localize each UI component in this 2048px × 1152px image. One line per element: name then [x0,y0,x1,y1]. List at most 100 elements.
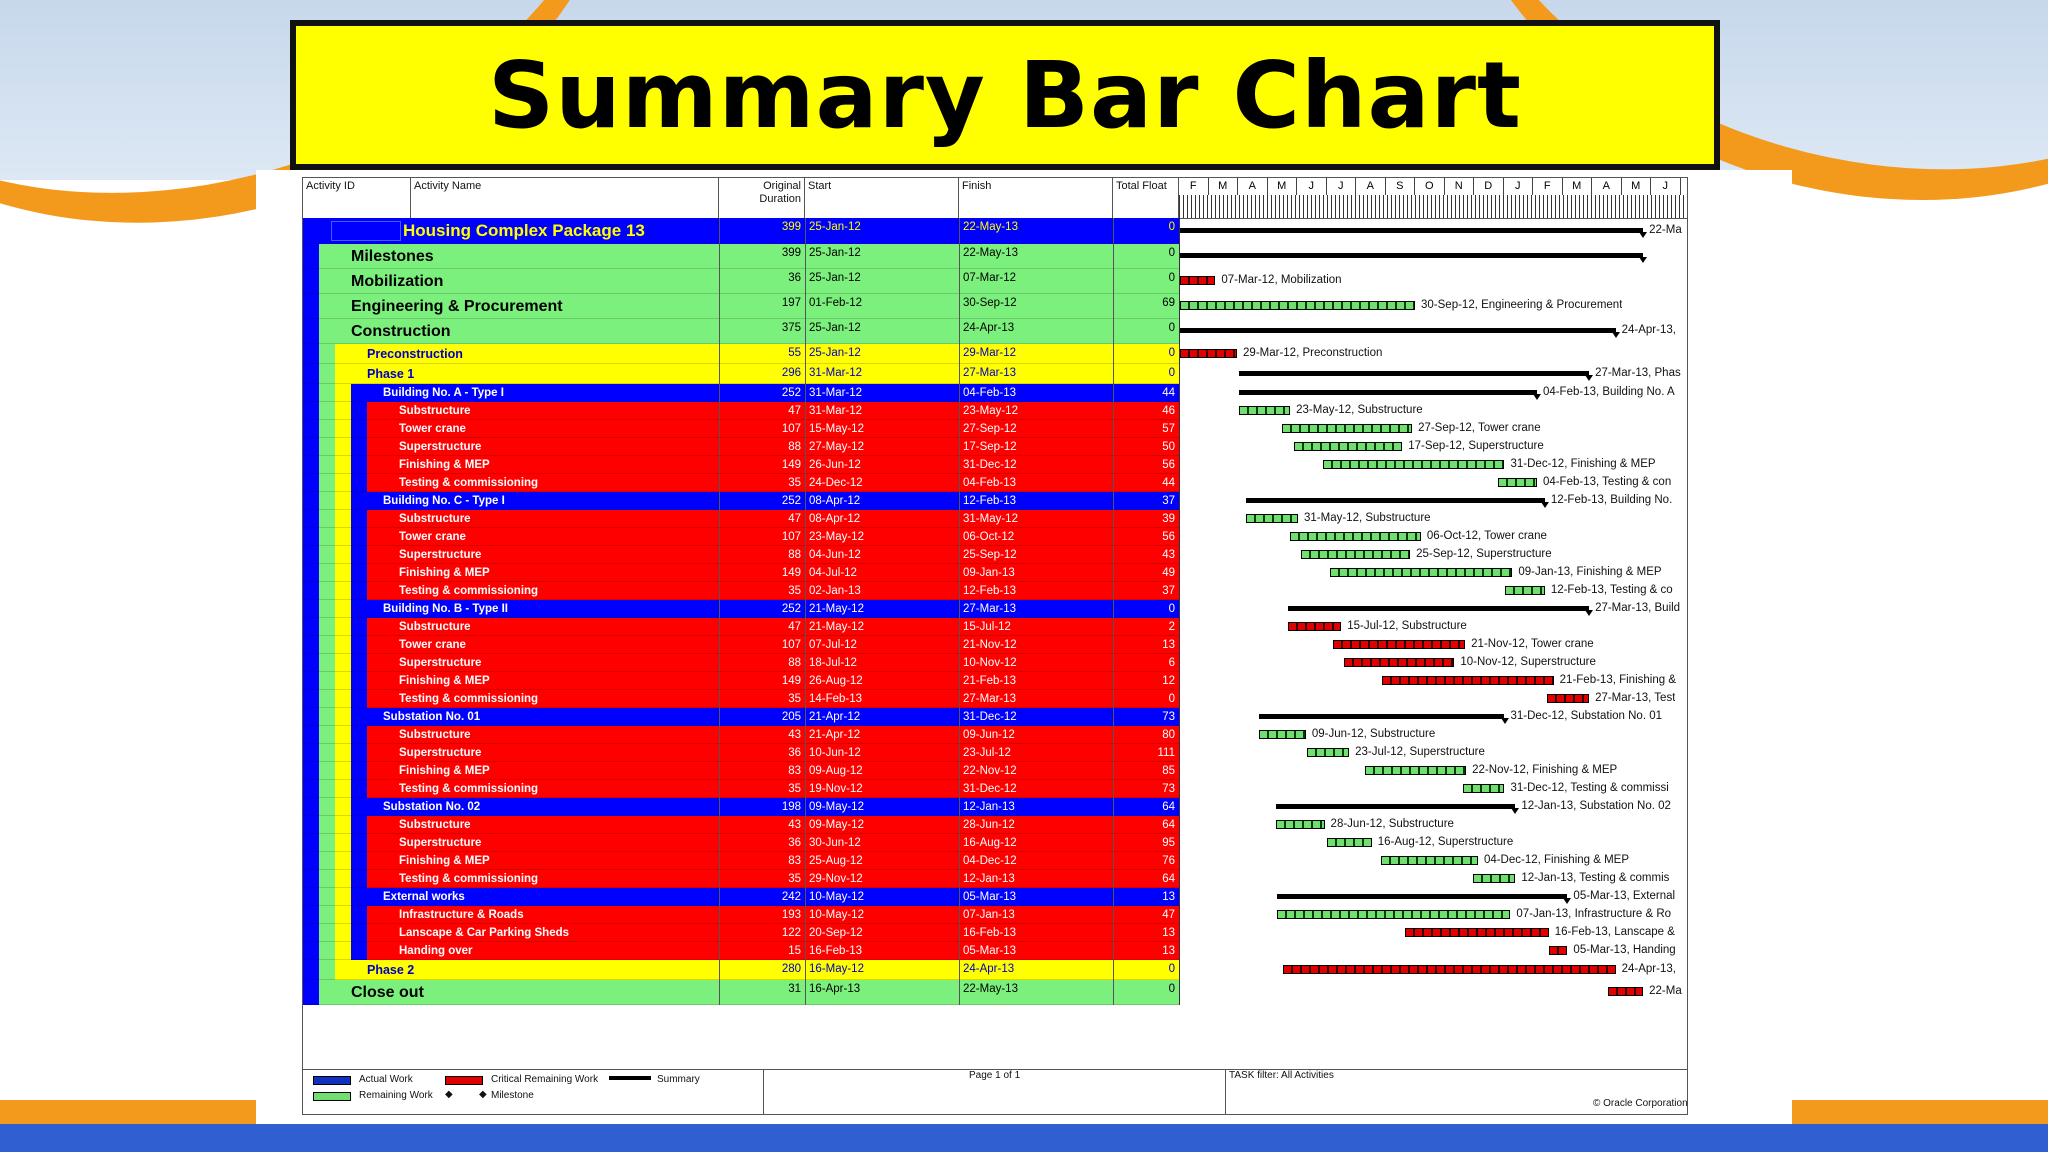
activity-row[interactable]: Finishing & MEP 149 26-Aug-12 21-Feb-13 12 [303,672,1179,690]
activity-row[interactable]: Superstructure 88 04-Jun-12 25-Sep-12 43 [303,546,1179,564]
activity-bar[interactable] [1505,586,1545,595]
activity-row[interactable]: Tower crane 107 07-Jul-12 21-Nov-12 13 [303,636,1179,654]
activity-bar[interactable] [1548,946,1568,955]
summary-bar[interactable] [1258,714,1505,719]
bar-label: 12-Jan-13, Substation No. 02 [1521,800,1671,812]
activity-row[interactable]: Handing over 15 16-Feb-13 05-Mar-13 13 [303,942,1179,960]
activity-bar[interactable] [1473,874,1516,883]
activity-row[interactable]: Close out 31 16-Apr-13 22-May-13 0 [303,980,1179,1005]
activity-row[interactable]: Testing & commissioning 35 14-Feb-13 27-Mar… [303,690,1179,708]
activity-row[interactable]: Finishing & MEP 149 26-Jun-12 31-Dec-12 56 [303,456,1179,474]
activity-bar[interactable] [1290,532,1421,541]
activity-row[interactable]: Building No. C - Type I 252 08-Apr-12 12-Fe… [303,492,1179,510]
activity-bar[interactable] [1322,460,1505,469]
summary-bar[interactable] [1180,253,1644,258]
col-finish[interactable]: Finish [959,178,1113,218]
activity-row[interactable]: Tower crane 107 23-May-12 06-Oct-12 56 [303,528,1179,546]
activity-row[interactable]: Preconstruction 55 25-Jan-12 29-Mar-12 0 [303,344,1179,364]
activity-row[interactable]: Finishing & MEP 83 09-Aug-12 22-Nov-12 85 [303,762,1179,780]
col-duration[interactable]: Original Duration [719,178,805,218]
activity-bar[interactable] [1276,820,1325,829]
activity-bar[interactable] [1180,349,1238,358]
summary-bar[interactable] [1239,371,1590,376]
activity-row[interactable]: Housing Complex Package 13 399 25-Jan-12 22… [303,218,1179,244]
activity-bar[interactable] [1180,301,1416,310]
bar-label: 15-Jul-12, Substructure [1347,620,1467,632]
activity-row[interactable]: Testing & commissioning 35 02-Jan-13 12-Feb… [303,582,1179,600]
col-start[interactable]: Start [805,178,959,218]
activity-bar[interactable] [1546,694,1590,703]
activity-bar[interactable] [1463,784,1505,793]
activity-row[interactable]: Testing & commissioning 35 24-Dec-12 04-Feb… [303,474,1179,492]
activity-bar[interactable] [1405,928,1549,937]
activity-row[interactable]: Substation No. 01 205 21-Apr-12 31-Dec-12 73 [303,708,1179,726]
col-total-float[interactable]: Total Float [1113,178,1179,218]
activity-row[interactable]: Superstructure 36 10-Jun-12 23-Jul-12 111 [303,744,1179,762]
activity-row[interactable]: Finishing & MEP 149 04-Jul-12 09-Jan-13 49 [303,564,1179,582]
activity-bar[interactable] [1333,640,1466,649]
activity-row[interactable]: Construction 375 25-Jan-12 24-Apr-13 0 [303,319,1179,344]
activity-row[interactable]: Substation No. 02 198 09-May-12 12-Jan-13 64 [303,798,1179,816]
activity-name: Milestones [351,248,434,265]
summary-bar[interactable] [1288,606,1590,611]
activity-bar[interactable] [1283,965,1616,974]
col-activity-name[interactable]: Activity Name [411,178,719,218]
activity-row[interactable]: Milestones 399 25-Jan-12 22-May-13 0 [303,244,1179,269]
summary-end-marker [1532,394,1541,400]
activity-row[interactable]: Testing & commissioning 35 29-Nov-12 12-Jan… [303,870,1179,888]
summary-bar[interactable] [1239,390,1537,395]
duration-cell: 88 [788,657,801,669]
activity-row[interactable]: External works 242 10-May-12 05-Mar-13 13 [303,888,1179,906]
activity-row[interactable]: Substructure 47 08-Apr-12 31-May-12 39 [303,510,1179,528]
bar-label: 12-Jan-13, Testing & commis [1521,872,1670,884]
activity-bar[interactable] [1258,730,1306,739]
activity-bar[interactable] [1364,766,1467,775]
column-divider [1113,218,1114,1005]
summary-bar[interactable] [1180,228,1644,233]
activity-bar[interactable] [1300,550,1411,559]
activity-row[interactable]: Substructure 47 31-Mar-12 23-May-12 46 [303,402,1179,420]
activity-row[interactable]: Mobilization 36 25-Jan-12 07-Mar-12 0 [303,269,1179,294]
activity-row[interactable]: Building No. B - Type II 252 21-May-12 27-M… [303,600,1179,618]
activity-row[interactable]: Engineering & Procurement 197 01-Feb-12 30-… [303,294,1179,319]
start-cell: 09-Aug-12 [809,765,863,777]
activity-row[interactable]: Substructure 43 09-May-12 28-Jun-12 64 [303,816,1179,834]
activity-bar[interactable] [1239,406,1291,415]
activity-row[interactable]: Tower crane 107 15-May-12 27-Sep-12 57 [303,420,1179,438]
activity-row[interactable]: Phase 1 296 31-Mar-12 27-Mar-13 0 [303,364,1179,384]
activity-bar[interactable] [1245,514,1298,523]
activity-row[interactable]: Testing & commissioning 35 19-Nov-12 31-Dec… [303,780,1179,798]
activity-row[interactable]: Phase 2 280 16-May-12 24-Apr-13 0 [303,960,1179,980]
activity-bar[interactable] [1326,838,1372,847]
summary-bar[interactable] [1277,894,1568,899]
activity-row[interactable]: Building No. A - Type I 252 31-Mar-12 04-Fe… [303,384,1179,402]
activity-row[interactable]: Superstructure 88 27-May-12 17-Sep-12 50 [303,438,1179,456]
summary-bar[interactable] [1276,804,1516,809]
activity-name: Phase 2 [367,963,415,977]
activity-bar[interactable] [1277,910,1511,919]
summary-bar[interactable] [1180,328,1616,333]
activity-row[interactable]: Superstructure 36 30-Jun-12 16-Aug-12 95 [303,834,1179,852]
activity-bar[interactable] [1282,424,1413,433]
activity-row[interactable]: Superstructure 88 18-Jul-12 10-Nov-12 6 [303,654,1179,672]
activity-bar[interactable] [1288,622,1342,631]
activity-row[interactable]: Lanscape & Car Parking Sheds 122 20-Sep-12… [303,924,1179,942]
activity-bar[interactable] [1381,676,1554,685]
activity-bar[interactable] [1306,748,1350,757]
activity-bar[interactable] [1330,568,1513,577]
activity-bar[interactable] [1380,856,1478,865]
summary-end-marker [1563,898,1572,904]
summary-bar[interactable] [1245,498,1545,503]
activity-bar[interactable] [1497,478,1537,487]
activity-row[interactable]: Infrastructure & Roads 193 10-May-12 07-Jan… [303,906,1179,924]
activity-bar[interactable] [1294,442,1403,451]
gantt-area: 22-Ma 07-Mar-12, Mobilization 30-Sep-12, E… [1179,218,1688,1005]
activity-bar[interactable] [1180,276,1216,285]
activity-row[interactable]: Substructure 47 21-May-12 15-Jul-12 2 [303,618,1179,636]
activity-bar[interactable] [1344,658,1455,667]
finish-cell: 22-May-13 [963,221,1018,233]
activity-row[interactable]: Finishing & MEP 83 25-Aug-12 04-Dec-12 76 [303,852,1179,870]
col-activity-id[interactable]: Activity ID [303,178,411,218]
activity-bar[interactable] [1607,987,1644,996]
activity-row[interactable]: Substructure 43 21-Apr-12 09-Jun-12 80 [303,726,1179,744]
